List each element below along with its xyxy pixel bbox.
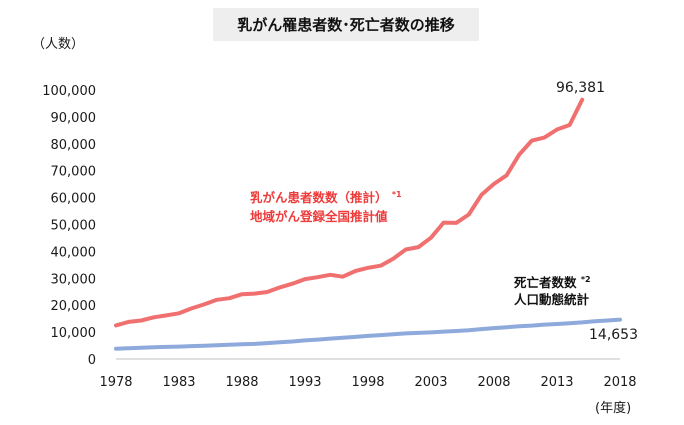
y-tick-labels: 0 10,000 20,000 30,000 40,000 50,000 60,000 70,… — [42, 84, 96, 368]
incidence-label-line1: 乳がん患者数数（推計） — [250, 190, 388, 205]
deaths-label-line1: 死亡者数数 — [513, 275, 577, 290]
y-tick-label: 20,000 — [51, 299, 97, 314]
deaths-label-sup: *2 — [581, 275, 591, 284]
x-tick-label: 1978 — [99, 375, 132, 390]
x-tick-label: 2018 — [603, 375, 636, 390]
incidence-end-value-label: 96,381 — [556, 80, 605, 96]
y-tick-label: 80,000 — [51, 138, 97, 153]
deaths-series-label: 死亡者数数 *2 — [513, 275, 591, 290]
deaths-label-line2: 人口動態統計 — [514, 292, 590, 307]
incidence-series-line — [114, 97, 585, 328]
x-tick-label: 2003 — [414, 375, 447, 390]
x-tick-label: 1993 — [288, 375, 321, 390]
y-tick-label: 0 — [88, 353, 96, 368]
deaths-end-value-label: 14,653 — [589, 327, 638, 343]
deaths-series-line — [114, 317, 622, 351]
y-axis-unit-label: （人数） — [32, 37, 84, 52]
x-tick-label: 1998 — [351, 375, 384, 390]
y-tick-label: 60,000 — [51, 192, 97, 207]
y-tick-label: 30,000 — [51, 272, 97, 287]
y-tick-label: 70,000 — [51, 165, 97, 180]
x-axis-unit-label: (年度) — [595, 400, 631, 416]
x-tick-label: 2008 — [477, 375, 510, 390]
x-tick-label: 2013 — [540, 375, 573, 390]
y-tick-label: 100,000 — [42, 84, 96, 99]
incidence-label-line2: 地域がん登録全国推計値 — [250, 209, 388, 224]
y-tick-label: 40,000 — [51, 245, 97, 260]
x-tick-label: 1988 — [225, 375, 258, 390]
x-tick-labels: 1978 1983 1988 1993 1998 2003 2008 2013 2018 — [99, 375, 636, 390]
y-tick-label: 10,000 — [51, 326, 97, 341]
x-tick-label: 1983 — [162, 375, 195, 390]
incidence-series-label: 乳がん患者数数（推計） *1 — [250, 190, 402, 205]
y-tick-label: 90,000 — [51, 111, 97, 126]
incidence-label-sup: *1 — [392, 190, 402, 199]
chart-title: 乳がん罹患者数･死亡者数の推移 — [213, 8, 479, 41]
y-tick-label: 50,000 — [51, 219, 97, 234]
series-layer — [114, 97, 622, 351]
